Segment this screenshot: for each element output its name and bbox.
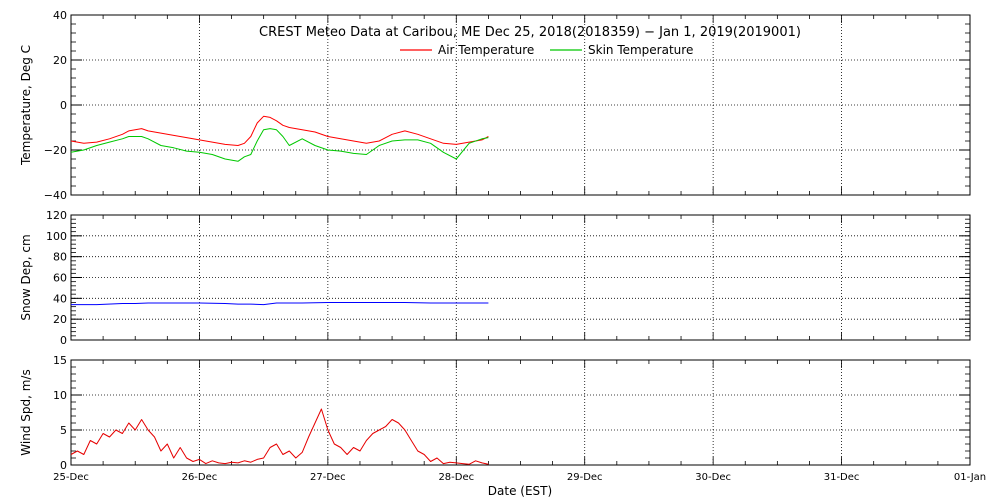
y-tick-label: 100 xyxy=(46,230,67,243)
x-tick-label: 28-Dec xyxy=(438,472,474,483)
y-tick-label: 20 xyxy=(53,313,67,326)
legend-label: Skin Temperature xyxy=(588,43,693,57)
x-tick-label: 29-Dec xyxy=(567,472,603,483)
x-tick-label: 01-Jan xyxy=(954,472,986,483)
panel-1: 40 20 0 −20 −40 Temperature, Deg C Air Tempera… xyxy=(19,9,971,202)
series-line xyxy=(71,302,489,306)
x-axis-label: Date (EST) xyxy=(488,484,552,498)
y-tick-label: −20 xyxy=(44,144,67,157)
x-tick-label: 27-Dec xyxy=(310,472,346,483)
series-line xyxy=(70,408,489,465)
y-tick-label: 0 xyxy=(60,459,67,472)
x-tick-labels: 25-Dec 26-Dec 27-Dec 28-Dec 29-Dec 30-Dec 31-D… xyxy=(53,472,986,483)
y-tick-label: −40 xyxy=(44,189,67,202)
x-tick-label: 30-Dec xyxy=(695,472,731,483)
chart-panels: 40 20 0 −20 −40 Temperature, Deg C Air Tempera… xyxy=(19,9,986,483)
panel-2: 120 100 80 60 40 20 0 Snow Dep, cm xyxy=(19,209,971,347)
x-tick-label: 25-Dec xyxy=(53,472,89,483)
y-tick-label: 10 xyxy=(53,389,67,402)
x-tick-label: 31-Dec xyxy=(824,472,860,483)
legend-label: Air Temperature xyxy=(438,43,534,57)
y-tick-label: 120 xyxy=(46,209,67,222)
series-line xyxy=(70,115,489,146)
chart-title: CREST Meteo Data at Caribou, ME Dec 25, … xyxy=(259,25,801,40)
y-tick-label: 20 xyxy=(53,54,67,67)
y-tick-label: 0 xyxy=(60,334,67,347)
y-tick-label: 40 xyxy=(53,292,67,305)
series-line xyxy=(70,128,489,162)
y-tick-label: 80 xyxy=(53,251,67,264)
panel-3: 15 10 5 0 Wind Spd, m/s xyxy=(19,354,971,472)
plot-frame xyxy=(70,359,971,466)
y-tick-label: 60 xyxy=(53,272,67,285)
y-axis-label: Temperature, Deg C xyxy=(19,45,33,166)
plot-frame xyxy=(70,214,971,341)
y-axis-label: Snow Dep, cm xyxy=(19,234,33,320)
x-tick-label: 26-Dec xyxy=(182,472,218,483)
y-tick-label: 0 xyxy=(60,99,67,112)
y-tick-label: 5 xyxy=(60,424,67,437)
y-tick-label: 15 xyxy=(53,354,67,367)
y-tick-label: 40 xyxy=(53,9,67,22)
plot-frame xyxy=(70,14,971,196)
y-axis-label: Wind Spd, m/s xyxy=(19,369,33,455)
